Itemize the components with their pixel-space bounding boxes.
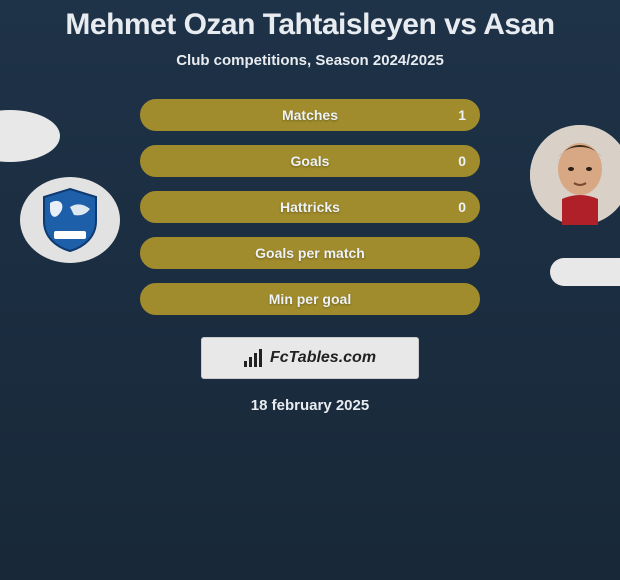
- stat-value-right: 1: [458, 107, 466, 123]
- stat-label: Goals: [291, 153, 330, 169]
- bars-icon: [244, 349, 266, 367]
- player-left-avatar: [0, 110, 60, 162]
- generation-date: 18 february 2025: [0, 397, 620, 414]
- stat-bar: Goals 0: [140, 145, 480, 177]
- stats-container: Matches 1 Goals 0 Hattricks 0 Goals per match M…: [140, 99, 480, 315]
- page-subtitle: Club competitions, Season 2024/2025: [0, 52, 620, 69]
- stat-label: Hattricks: [280, 199, 340, 215]
- shield-icon: [40, 187, 100, 253]
- stat-bar: Matches 1: [140, 99, 480, 131]
- stat-bar: Goals per match: [140, 237, 480, 269]
- stat-value-right: 0: [458, 153, 466, 169]
- source-logo: FcTables.com: [201, 337, 419, 379]
- stat-label: Matches: [282, 107, 338, 123]
- stat-value-right: 0: [458, 199, 466, 215]
- player-right-avatar: [530, 125, 620, 225]
- stat-bar: Hattricks 0: [140, 191, 480, 223]
- player-left-club-badge: [20, 177, 120, 263]
- source-logo-text: FcTables.com: [270, 349, 376, 367]
- stat-bar: Min per goal: [140, 283, 480, 315]
- face-placeholder-icon: [530, 125, 620, 225]
- stat-label: Goals per match: [255, 245, 365, 261]
- player-right-club-badge: [550, 258, 620, 286]
- page-title: Mehmet Ozan Tahtaisleyen vs Asan: [0, 0, 620, 42]
- stat-label: Min per goal: [269, 291, 351, 307]
